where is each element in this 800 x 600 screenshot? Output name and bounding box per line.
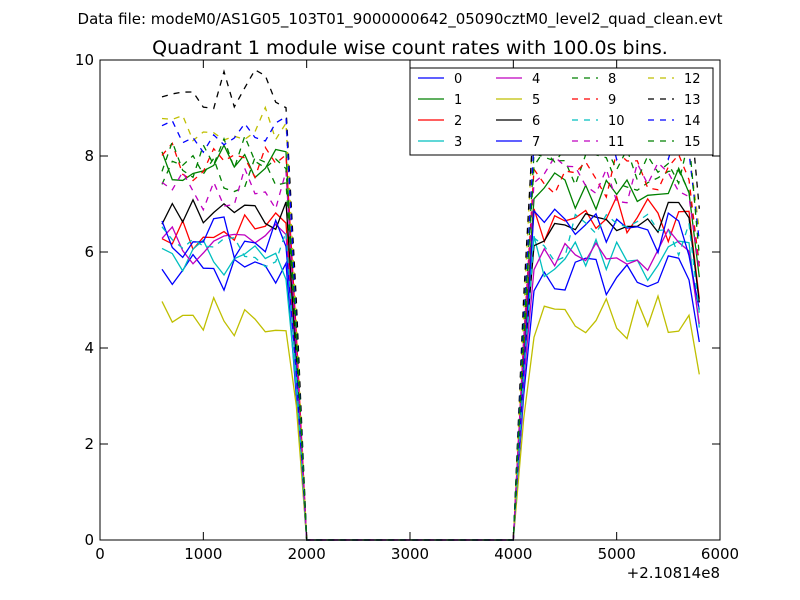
- x-offset-label: +2.10814e8: [627, 564, 720, 582]
- legend-label-0: 0: [454, 72, 462, 87]
- legend-label-2: 2: [454, 114, 462, 129]
- legend-label-10: 10: [608, 114, 625, 129]
- x-tick-label: 5000: [598, 545, 636, 563]
- legend-label-12: 12: [684, 72, 701, 87]
- chart-title: Quadrant 1 module wise count rates with …: [152, 37, 668, 59]
- series-line-8: [161, 152, 700, 541]
- series-line-15: [161, 134, 700, 541]
- series-line-7: [161, 208, 700, 541]
- x-tick-label: 6000: [701, 545, 739, 563]
- x-tick-label: 0: [95, 545, 105, 563]
- legend-label-15: 15: [684, 135, 701, 150]
- legend-label-13: 13: [684, 93, 701, 108]
- legend-label-11: 11: [608, 135, 625, 150]
- x-tick-label: 1000: [184, 545, 222, 563]
- series-line-2: [161, 194, 700, 541]
- series-line-9: [161, 142, 700, 541]
- legend-label-1: 1: [454, 93, 462, 108]
- x-tick-label: 2000: [288, 545, 326, 563]
- legend-label-9: 9: [608, 93, 616, 108]
- legend-label-14: 14: [684, 114, 701, 129]
- legend-label-6: 6: [532, 114, 540, 129]
- y-tick-label: 0: [84, 531, 94, 549]
- y-tick-label: 4: [84, 339, 94, 357]
- legend-label-7: 7: [532, 135, 540, 150]
- legend-label-4: 4: [532, 72, 540, 87]
- legend-label-5: 5: [532, 93, 540, 108]
- series-line-6: [161, 198, 700, 541]
- y-tick-label: 8: [84, 147, 94, 165]
- series-line-4: [161, 223, 700, 541]
- y-tick-label: 10: [75, 51, 94, 69]
- series-line-0: [161, 253, 700, 541]
- series-line-3: [161, 235, 700, 541]
- series-line-13: [161, 69, 700, 541]
- series-line-12: [161, 105, 700, 541]
- legend-label-8: 8: [608, 72, 616, 87]
- chart-suptitle: Data file: modeM0/AS1G05_103T01_90000006…: [78, 10, 723, 29]
- y-tick-label: 2: [84, 435, 94, 453]
- series-line-14: [161, 115, 700, 541]
- series-line-5: [161, 293, 700, 541]
- legend-label-3: 3: [454, 135, 462, 150]
- y-tick-label: 6: [84, 243, 94, 261]
- x-tick-label: 3000: [391, 545, 429, 563]
- series-line-11: [161, 155, 700, 541]
- x-tick-label: 4000: [494, 545, 532, 563]
- series-line-10: [161, 213, 700, 541]
